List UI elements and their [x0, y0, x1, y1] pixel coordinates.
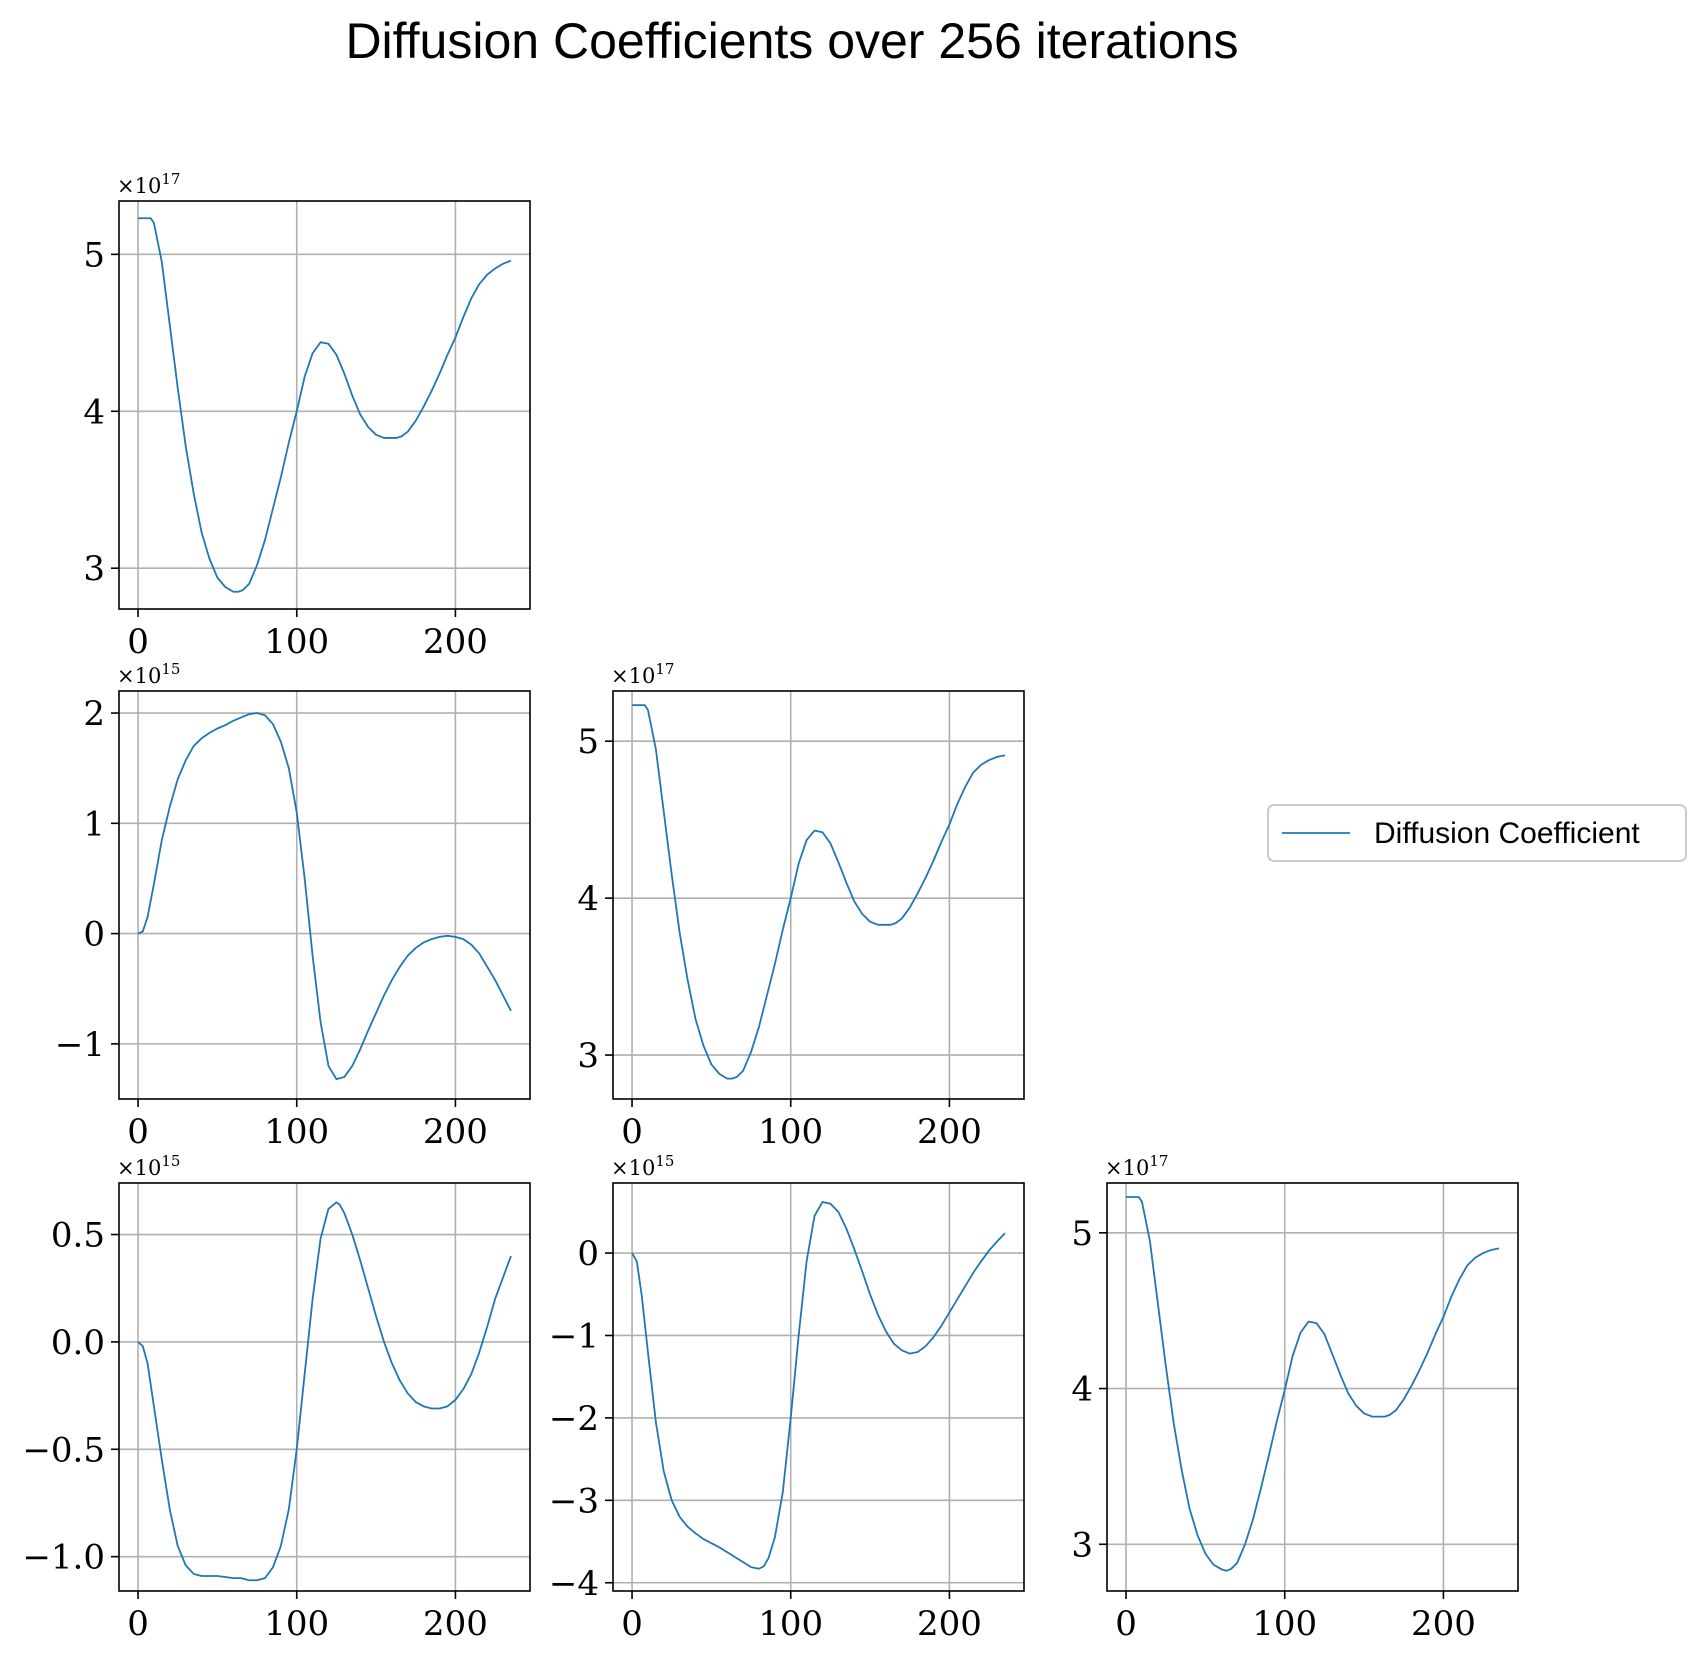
x-tick-label: 200 [423, 1112, 488, 1152]
x-tick-label: 0 [621, 1604, 643, 1644]
y-tick-label: 5 [1071, 1214, 1093, 1254]
x-tick-label: 200 [1411, 1604, 1476, 1644]
axes-frame [118, 690, 531, 1100]
y-tick-label: 4 [1071, 1370, 1093, 1410]
x-tick-label: 0 [621, 1112, 643, 1152]
axes-frame [118, 1182, 531, 1592]
y-tick-label: −1 [55, 1025, 105, 1065]
axis-offset-exponent: 17 [161, 170, 180, 188]
legend: Diffusion Coefficient [1267, 804, 1687, 862]
y-tick-label: 2 [83, 694, 105, 734]
axis-offset-label: ×1017 [117, 170, 180, 198]
x-tick-label: 0 [127, 1604, 149, 1644]
subplot-1-1: 0 100 200 3 4 5 ×1017 [577, 660, 1025, 1152]
subplot-2-0: 0 100 200 −1.0 −0.5 0.0 0.5 ×1015 [22, 1152, 531, 1644]
y-tick-label: 3 [577, 1036, 599, 1076]
y-tick-label: −1.0 [22, 1538, 105, 1578]
series-line [137, 712, 512, 1081]
axis-offset-exponent: 15 [161, 660, 180, 678]
y-tick-label: −3 [549, 1481, 599, 1521]
legend-box [1267, 804, 1687, 862]
axis-offset-label: ×1015 [611, 1152, 674, 1180]
y-tick-label: 3 [1071, 1525, 1093, 1565]
subplot-0-0: 0 100 200 3 4 5 ×1017 [83, 170, 531, 662]
y-tick-label: −1 [549, 1316, 599, 1356]
axis-offset-label: ×1017 [1105, 1152, 1168, 1180]
legend-label: Diffusion Coefficient [1374, 817, 1640, 850]
subplot-2-2: 0 100 200 3 4 5 ×1017 [1071, 1152, 1519, 1644]
y-tick-label: 1 [83, 804, 105, 844]
x-tick-label: 100 [264, 1112, 329, 1152]
axis-offset-label: ×1015 [117, 1152, 180, 1180]
y-tick-label: −2 [549, 1399, 599, 1439]
x-tick-label: 100 [264, 1604, 329, 1644]
x-tick-label: 200 [917, 1604, 982, 1644]
axes-frame [118, 200, 531, 610]
y-tick-label: 0.0 [51, 1323, 105, 1363]
axis-offset-label: ×1017 [611, 660, 674, 688]
x-tick-label: 200 [423, 1604, 488, 1644]
x-tick-label: 0 [127, 622, 149, 662]
x-tick-label: 0 [1115, 1604, 1137, 1644]
x-tick-label: 100 [1252, 1604, 1317, 1644]
x-tick-label: 0 [127, 1112, 149, 1152]
axis-offset-exponent: 17 [655, 660, 674, 678]
y-tick-label: 4 [83, 392, 105, 432]
y-tick-label: 3 [83, 549, 105, 589]
axis-offset-exponent: 15 [161, 1152, 180, 1170]
x-tick-label: 100 [264, 622, 329, 662]
axes-frame [612, 690, 1025, 1100]
series-line [631, 1201, 1006, 1570]
figure-title: Diffusion Coefficients over 256 iteratio… [345, 13, 1238, 69]
subplot-2-1: 0 100 200 −4 −3 −2 −1 0 ×1015 [549, 1152, 1025, 1644]
y-tick-label: −4 [549, 1564, 599, 1604]
axis-offset-exponent: 17 [1149, 1152, 1168, 1170]
series-line [632, 704, 1006, 1080]
x-tick-label: 100 [758, 1112, 823, 1152]
x-tick-label: 100 [758, 1604, 823, 1644]
axis-offset-exponent: 15 [655, 1152, 674, 1170]
y-tick-label: −0.5 [22, 1430, 105, 1470]
series-line [138, 217, 512, 593]
y-tick-label: 5 [83, 235, 105, 275]
y-tick-label: 0 [83, 915, 105, 955]
subplot-1-0: 0 100 200 −1 0 1 2 ×1015 [55, 660, 531, 1152]
y-tick-label: 4 [577, 879, 599, 919]
axes-frame [612, 1182, 1025, 1592]
x-tick-label: 200 [423, 622, 488, 662]
y-tick-label: 5 [577, 722, 599, 762]
y-tick-label: 0 [577, 1234, 599, 1274]
axis-offset-label: ×1015 [117, 660, 180, 688]
y-tick-label: 0.5 [51, 1216, 105, 1256]
series-line [1126, 1196, 1500, 1572]
axes-frame [1106, 1182, 1519, 1592]
series-line [137, 1201, 512, 1582]
x-tick-label: 200 [917, 1112, 982, 1152]
